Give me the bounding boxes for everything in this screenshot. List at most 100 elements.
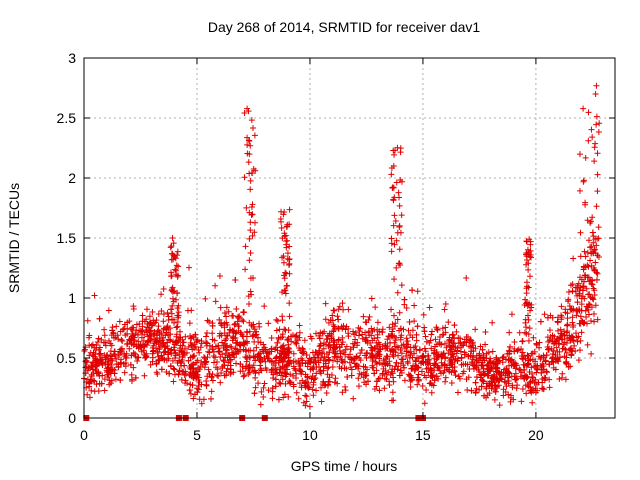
data-point [556, 348, 563, 355]
data-point [190, 353, 197, 360]
data-point [277, 334, 284, 341]
data-point [371, 326, 378, 333]
data-point [395, 344, 402, 351]
data-point [168, 310, 175, 317]
data-point [296, 380, 303, 387]
data-point [421, 400, 428, 407]
data-point [549, 354, 556, 361]
data-point [491, 373, 498, 380]
data-point [390, 222, 397, 229]
data-point [173, 296, 180, 303]
data-point [577, 229, 584, 236]
data-point [220, 357, 227, 364]
data-point [139, 312, 146, 319]
data-point [172, 267, 179, 274]
data-point [179, 353, 186, 360]
data-point [482, 328, 489, 335]
data-point [426, 380, 433, 387]
data-point [472, 326, 479, 333]
data-point [522, 296, 529, 303]
data-point [244, 354, 251, 361]
data-point [593, 82, 600, 89]
data-point [141, 331, 148, 338]
data-point [372, 304, 379, 311]
data-point [386, 381, 393, 388]
data-point [588, 243, 595, 250]
data-point [594, 188, 601, 195]
data-point [333, 354, 340, 361]
data-point [175, 263, 182, 270]
data-point [508, 311, 515, 318]
data-point [160, 334, 167, 341]
data-point [580, 178, 587, 185]
data-point [86, 394, 93, 401]
data-point [569, 288, 576, 295]
data-point [329, 312, 336, 319]
data-point [238, 331, 245, 338]
data-point [331, 379, 338, 386]
data-point [328, 371, 335, 378]
data-point [281, 275, 288, 282]
data-point [92, 355, 99, 362]
data-point [216, 316, 223, 323]
data-point [433, 349, 440, 356]
data-point [302, 360, 309, 367]
data-point [101, 326, 108, 333]
data-point [307, 358, 314, 365]
data-point [357, 325, 364, 332]
data-point [478, 383, 485, 390]
data-point [514, 347, 521, 354]
data-point [409, 327, 416, 334]
data-point [438, 359, 445, 366]
data-point [498, 375, 505, 382]
data-point [261, 380, 268, 387]
data-point [591, 291, 598, 298]
data-point [489, 319, 496, 326]
data-point [435, 364, 442, 371]
data-point [171, 366, 178, 373]
data-point [390, 163, 397, 170]
data-point [525, 266, 532, 273]
data-point [569, 348, 576, 355]
data-point [383, 376, 390, 383]
data-point [284, 237, 291, 244]
data-point [112, 376, 119, 383]
data-point [211, 337, 218, 344]
data-point [85, 334, 92, 341]
data-point [414, 381, 421, 388]
data-point [397, 367, 404, 374]
data-point [351, 331, 358, 338]
data-point [546, 361, 553, 368]
data-point [473, 374, 480, 381]
data-point [525, 284, 532, 291]
data-point [298, 368, 305, 375]
data-point [346, 359, 353, 366]
data-point [319, 349, 326, 356]
data-point [481, 370, 488, 377]
data-point [448, 379, 455, 386]
data-point [486, 358, 493, 365]
data-point [320, 345, 327, 352]
data-point [337, 347, 344, 354]
data-point [339, 356, 346, 363]
data-point [581, 248, 588, 255]
data-point [339, 389, 346, 396]
data-point [343, 323, 350, 330]
data-point [243, 328, 250, 335]
data-point [282, 290, 289, 297]
data-point [170, 338, 177, 345]
data-point [374, 319, 381, 326]
data-point [443, 344, 450, 351]
data-point [230, 334, 237, 341]
data-point [171, 371, 178, 378]
data-point [450, 339, 457, 346]
data-point [480, 354, 487, 361]
data-point [166, 370, 173, 377]
data-point [189, 382, 196, 389]
data-point [537, 355, 544, 362]
data-point [153, 360, 160, 367]
data-point [586, 311, 593, 318]
data-point [212, 354, 219, 361]
data-point [169, 295, 176, 302]
data-point [202, 295, 209, 302]
